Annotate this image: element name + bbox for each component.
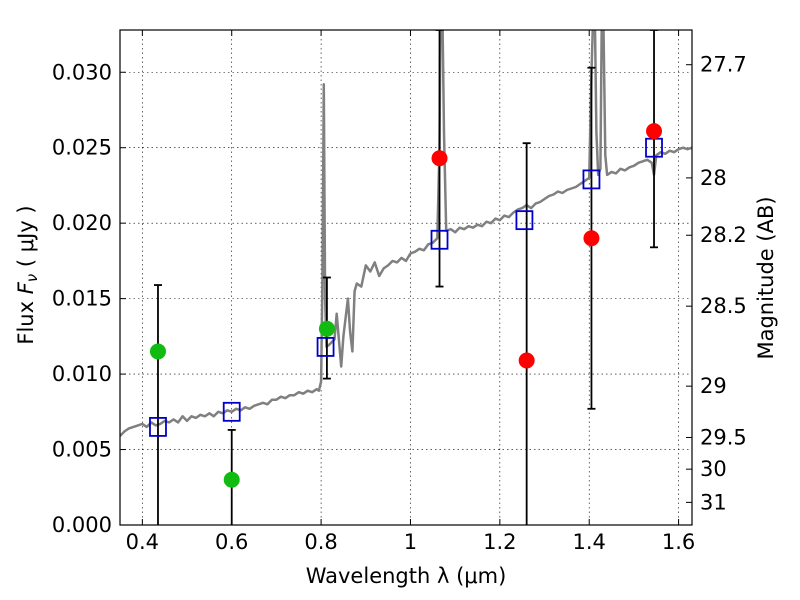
y-tick-label: 0.030 [52, 60, 112, 84]
x-tick-label: 0.4 [126, 530, 159, 554]
x-axis-ticks: 0.4 0.6 0.8 1 1.2 1.4 1.6 [126, 30, 695, 554]
grid-lines [120, 30, 692, 526]
y-axis-label-symbol: F [14, 281, 38, 294]
model-photometry-square [582, 169, 601, 190]
plot-content [120, 30, 692, 525]
right-axis-ticks: 27.7 28 28.2 28.5 29 29.5 30 31 [686, 53, 747, 514]
red-photometry-point [431, 150, 448, 167]
green-photometry-point [318, 320, 335, 337]
y-tick-label: 0.000 [52, 513, 112, 537]
y-tick-label: 0.015 [52, 287, 112, 311]
right-tick-label: 29 [700, 374, 727, 398]
model-spectrum-line [120, 30, 692, 437]
plot-frame [119, 29, 693, 526]
green-photometry-point [223, 471, 240, 488]
green-photometry-point [149, 343, 166, 360]
y-axis-ticks: 0.000 0.005 0.010 0.015 0.020 0.025 0.030 [52, 60, 126, 537]
right-axis-label: Magnitude (AB) [754, 196, 778, 359]
right-tick-label: 29.5 [700, 425, 747, 449]
y-axis-label: Flux Fν ( μJy ) [14, 205, 41, 344]
x-tick-label: 0.6 [215, 530, 248, 554]
x-tick-label: 1.6 [662, 530, 695, 554]
y-tick-label: 0.025 [52, 136, 112, 160]
right-tick-label: 28 [700, 166, 727, 190]
model-photometry-square [222, 401, 241, 422]
red-photometry-point [518, 352, 535, 369]
model-photometry-square [515, 210, 534, 231]
x-tick-label: 1.4 [573, 530, 606, 554]
right-tick-label: 28.2 [700, 223, 747, 247]
y-axis-label-prefix: Flux [14, 294, 38, 344]
right-tick-label: 30 [700, 457, 727, 481]
right-tick-label: 28.5 [700, 294, 747, 318]
y-axis-label-unit: ( μJy ) [14, 205, 38, 273]
x-tick-label: 0.8 [304, 530, 337, 554]
x-axis-label: Wavelength λ (μm) [306, 564, 507, 588]
y-axis-label-subscript: ν [23, 274, 41, 282]
x-tick-label: 1 [404, 530, 417, 554]
y-tick-label: 0.005 [52, 438, 112, 462]
y-tick-label: 0.010 [52, 362, 112, 386]
plot-area [120, 30, 692, 525]
red-photometry-point [583, 230, 600, 247]
model-photometry-square [149, 417, 167, 437]
model-photometry-square [316, 337, 335, 357]
y-tick-label: 0.020 [52, 211, 112, 235]
right-tick-label: 27.7 [700, 53, 747, 77]
x-tick-label: 1.2 [483, 530, 516, 554]
model-photometry-square [430, 229, 449, 250]
red-photometry-point [646, 123, 663, 140]
right-tick-label: 31 [700, 490, 727, 514]
